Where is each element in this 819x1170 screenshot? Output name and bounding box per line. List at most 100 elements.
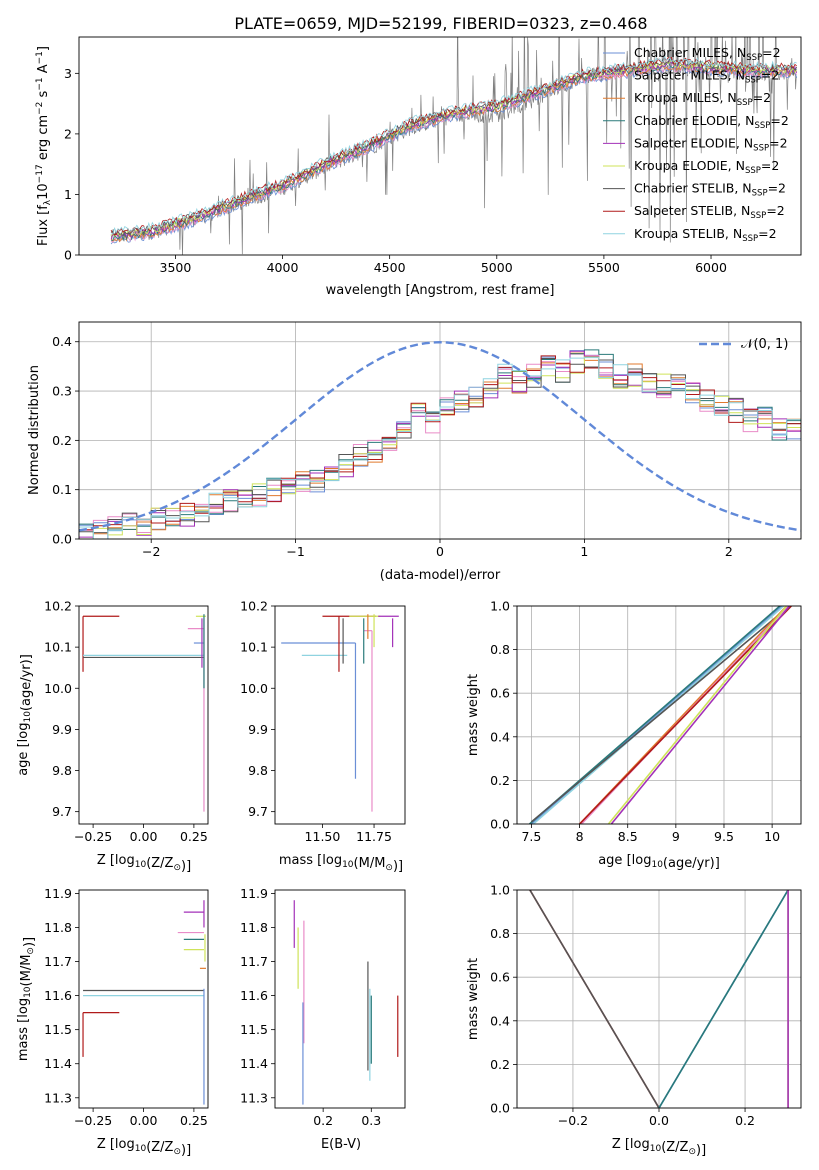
legend-tail: =2 <box>753 90 771 105</box>
y-tick-label: 11.4 <box>44 1056 72 1071</box>
x-tick-label: 8 <box>576 829 584 844</box>
y-tick-label: 11.8 <box>240 920 268 935</box>
x-axis-label: (data-model)/error <box>380 568 501 583</box>
label-part: ⊙ <box>688 1147 696 1157</box>
legend-tail: =2 <box>768 181 786 196</box>
plot-area <box>293 900 399 1105</box>
model-spectrum-line <box>110 55 797 236</box>
label-part: −2 <box>35 102 45 115</box>
axes-frame <box>274 605 406 825</box>
label-part: )] <box>181 1143 191 1158</box>
label-part: ⊙ <box>173 863 181 873</box>
y-tick-label: 10.0 <box>240 681 268 696</box>
y-tick-label: 10.2 <box>240 599 268 614</box>
y-tick-label: 9.9 <box>52 722 72 737</box>
y-tick-label: 11.6 <box>240 988 268 1003</box>
legend-entry: Kroupa ELODIE, NSSP=2 <box>634 158 779 176</box>
x-axis-label: mass [log10(M/M⊙)] <box>279 853 403 874</box>
label-part: age [log <box>598 853 651 868</box>
label-part: 10 <box>135 860 147 870</box>
y-tick-label: 10.0 <box>44 681 72 696</box>
histogram-step <box>79 350 801 531</box>
legend-text: Chabrier STELIB, N <box>634 181 752 196</box>
mass-weight-line <box>607 606 788 824</box>
y-tick-label: 9.9 <box>248 722 268 737</box>
y-tick-label: 9.8 <box>248 763 268 778</box>
x-tick-label: 6000 <box>695 260 727 275</box>
y-tick-label: 0.6 <box>490 970 510 985</box>
x-tick-label: 0.00 <box>130 1113 158 1128</box>
legend-sub: SSP <box>752 189 768 199</box>
y-tick-label: 0.0 <box>490 1101 510 1116</box>
label-part: 10 <box>651 860 663 870</box>
panel-age_vs_Z: −0.25 0.00 0.25 9.7 9.8 9.9 10.0 10.1 10.2 Z [log… <box>16 599 209 874</box>
y-tick-label: 0.4 <box>490 729 510 744</box>
x-tick-label: 10 <box>764 829 780 844</box>
y-tick-label: 3 <box>64 66 72 81</box>
legend-tail: =2 <box>761 158 779 173</box>
plot-area <box>529 890 789 1108</box>
legend-text: Salpeter ELODIE, N <box>634 135 753 150</box>
legend-entry: 𝒩(0, 1) <box>741 337 788 352</box>
x-tick-label: 5500 <box>588 260 620 275</box>
y-tick-label: 0.1 <box>52 482 72 497</box>
y-tick-label: 0.8 <box>490 926 510 941</box>
y-tick-label: 0.2 <box>490 1057 510 1072</box>
mass-weight-line <box>529 890 660 1108</box>
label-part: 10 <box>36 183 51 200</box>
x-tick-label: 0.2 <box>735 1113 755 1128</box>
plot-area <box>82 614 206 812</box>
legend-sub: SSP <box>745 76 761 86</box>
legend-sub: SSP <box>742 234 758 244</box>
axes-frame <box>78 36 802 256</box>
y-tick-label: 11.5 <box>240 1022 268 1037</box>
legend-tail: =2 <box>766 203 784 218</box>
legend-entry: Chabrier ELODIE, NSSP=2 <box>634 113 789 131</box>
axes-frame <box>78 889 209 1109</box>
x-tick-label: 7.5 <box>521 829 541 844</box>
panel-massweight_vs_Z: −0.2 0.0 0.2 0.0 0.2 0.4 0.6 0.8 1.0 Z [log10(Z/Z… <box>466 883 802 1158</box>
legend-sub: SSP <box>737 98 753 108</box>
label-part: 10 <box>135 1144 147 1154</box>
y-tick-label: 0.3 <box>52 384 72 399</box>
axes-frame <box>78 321 802 540</box>
label-part: Z [log <box>612 1137 650 1152</box>
y-tick-label: 0.4 <box>490 1013 510 1028</box>
x-tick-label: 0.25 <box>180 1113 208 1128</box>
label-part: 10 <box>342 860 354 870</box>
y-tick-label: 1 <box>64 187 72 202</box>
y-tick-label: 10.1 <box>44 640 72 655</box>
label-part: Flux [f <box>36 205 51 246</box>
label-part: Z [log <box>97 1137 135 1152</box>
y-tick-label: 11.7 <box>44 954 72 969</box>
x-tick-label: 0.25 <box>180 829 208 844</box>
x-axis-label: Z [log10(Z/Z⊙)] <box>97 1137 191 1158</box>
y-axis-label: mass [log10(M/M⊙)] <box>16 937 37 1061</box>
x-tick-label: 3500 <box>160 260 192 275</box>
x-tick-label: 11.50 <box>305 829 341 844</box>
plot-area <box>79 340 801 539</box>
label-part: (age/yr)] <box>663 856 720 871</box>
legend-tail: =2 <box>769 135 787 150</box>
x-tick-label: −0.2 <box>558 1113 588 1128</box>
x-tick-label: −0.25 <box>74 1113 112 1128</box>
mass-weight-line <box>610 606 791 824</box>
label-part: (M/M <box>354 856 386 871</box>
legend-entry: Salpeter ELODIE, NSSP=2 <box>634 135 788 153</box>
y-tick-label: 11.7 <box>240 954 268 969</box>
label-part: )] <box>181 859 191 874</box>
y-axis-label: mass weight <box>466 958 481 1040</box>
x-tick-label: −0.25 <box>74 829 112 844</box>
label-part: s <box>36 90 51 101</box>
y-tick-label: 0.2 <box>52 433 72 448</box>
plot-area <box>110 37 798 255</box>
x-tick-label: 4500 <box>374 260 406 275</box>
y-tick-label: 11.9 <box>44 886 72 901</box>
x-axis-label: wavelength [Angstrom, rest frame] <box>326 283 555 298</box>
x-tick-label: −2 <box>142 544 160 559</box>
y-tick-label: 11.4 <box>240 1056 268 1071</box>
label-part: mass [log <box>16 998 31 1061</box>
label-part: 10 <box>650 1144 662 1154</box>
y-tick-label: 10.1 <box>240 640 268 655</box>
histogram-step <box>79 355 801 531</box>
